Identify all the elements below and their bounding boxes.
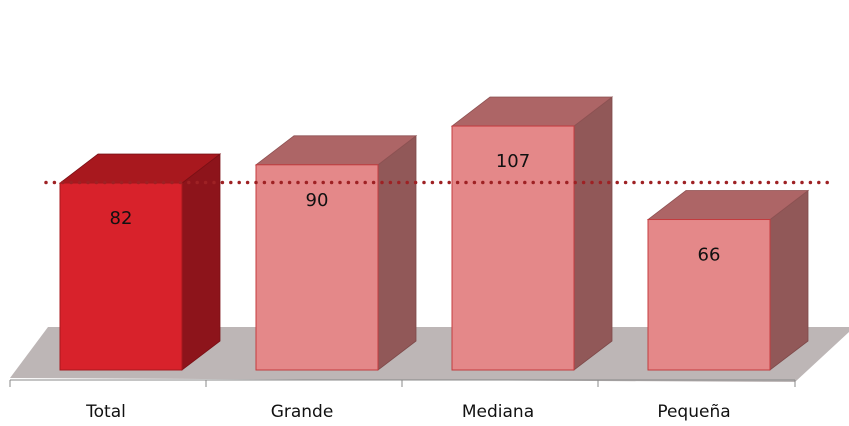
- category-label-pequena: Pequeña: [657, 402, 730, 421]
- data-label-total: 82: [110, 208, 133, 229]
- labels-layer: 82 Total 90 Grande 107 Mediana 66 Pequeña: [85, 151, 731, 422]
- category-label-grande: Grande: [271, 402, 334, 421]
- bar-total: [58, 153, 222, 371]
- bar-side-pequena: [769, 189, 809, 371]
- bar-pequena: [646, 189, 810, 371]
- bar-side-total: [181, 153, 221, 371]
- bars-layer: [58, 96, 810, 371]
- bar-front-pequena: [647, 219, 771, 371]
- x-axis: [9, 379, 796, 387]
- data-label-pequena: 66: [698, 245, 721, 266]
- bar-front-total: [59, 182, 183, 371]
- data-label-mediana: 107: [496, 151, 530, 172]
- bar-grande: [254, 134, 418, 371]
- category-label-mediana: Mediana: [462, 402, 534, 421]
- bar-front-mediana: [451, 125, 575, 371]
- bar-front-grande: [255, 164, 379, 371]
- category-label-total: Total: [85, 402, 126, 421]
- bar-mediana: [450, 96, 614, 371]
- bar-side-mediana: [573, 96, 613, 371]
- data-label-grande: 90: [306, 190, 329, 211]
- bar-side-grande: [377, 134, 417, 371]
